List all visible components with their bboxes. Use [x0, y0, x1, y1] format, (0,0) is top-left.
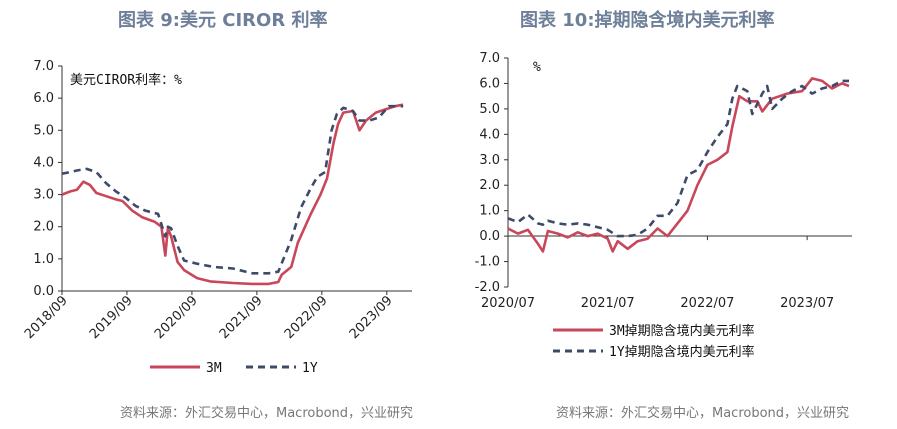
right-x-tick-label: 2023/07: [780, 296, 834, 311]
right-y-tick-label: 2.0: [479, 178, 500, 193]
chart-right: % -2.0 -1.0 0.0 1.0 2.0 3.0 4.0 5.0 6.0 7.0 2020/…: [475, 51, 852, 311]
left-y-tick-label: 6.0: [33, 91, 54, 106]
chart-right-legend: 3M掉期隐含境内美元利率 1Y掉期隐含境内美元利率: [553, 323, 755, 360]
right-x-tick-label: 2020/07: [481, 296, 535, 311]
left-series-line-3m: [61, 103, 404, 286]
left-series-line-1y: [61, 104, 404, 275]
legend-label-1y-swap: 1Y掉期隐含境内美元利率: [609, 344, 755, 360]
right-y-tick-label: 7.0: [479, 51, 500, 66]
left-y-tick-label: 1.0: [33, 252, 54, 267]
chart-right-source: 资料来源：外汇交易中心，Macrobond，兴业研究: [556, 406, 850, 421]
right-y-tick-label: 1.0: [479, 204, 500, 219]
left-x-tick-label: 2018/09: [22, 293, 71, 342]
legend-label-3m: 3M: [206, 361, 222, 376]
legend-label-1y: 1Y: [302, 361, 318, 376]
chart-left: 美元CIROR利率：% 0.0 1.0 2.0 3.0 4.0 5.0 6.0 7.0 201…: [22, 59, 412, 342]
right-series-line-3m: [507, 77, 850, 253]
chart-left-legend: 3M 1Y: [150, 361, 318, 376]
chart-right-unit-label: %: [533, 60, 541, 75]
left-x-tick-label: 2021/09: [217, 293, 266, 342]
left-y-tick-label: 3.0: [33, 188, 54, 203]
right-x-tick-label: 2022/07: [680, 296, 734, 311]
left-x-tick-label: 2019/09: [87, 293, 136, 342]
chart-left-unit-label: 美元CIROR利率：%: [70, 72, 182, 88]
right-y-tick-label: 4.0: [479, 127, 500, 142]
right-y-tick-label: 5.0: [479, 102, 500, 117]
left-x-tick-label: 2022/09: [282, 293, 331, 342]
chart-left-title: 图表 9:美元 CIROR 利率: [118, 10, 328, 31]
right-y-tick-label: 6.0: [479, 76, 500, 91]
left-x-tick-label: 2023/09: [347, 293, 396, 342]
left-y-tick-label: 4.0: [33, 155, 54, 170]
right-x-tick-label: 2021/07: [581, 296, 635, 311]
legend-label-3m-swap: 3M掉期隐含境内美元利率: [609, 323, 755, 339]
left-y-tick-label: 7.0: [33, 59, 54, 74]
right-y-tick-label: -2.0: [475, 280, 500, 295]
right-y-tick-label: 0.0: [479, 229, 500, 244]
left-x-tick-label: 2020/09: [152, 293, 201, 342]
right-y-tick-label: 3.0: [479, 153, 500, 168]
left-y-tick-label: 2.0: [33, 220, 54, 235]
chart-right-title: 图表 10:掉期隐含境内美元利率: [520, 10, 775, 31]
left-y-tick-label: 5.0: [33, 123, 54, 138]
chart-left-source: 资料来源：外汇交易中心，Macrobond，兴业研究: [120, 406, 414, 421]
left-y-tick-label: 0.0: [33, 284, 54, 299]
right-series-line-1y: [507, 79, 849, 238]
right-y-tick-label: -1.0: [475, 255, 500, 270]
